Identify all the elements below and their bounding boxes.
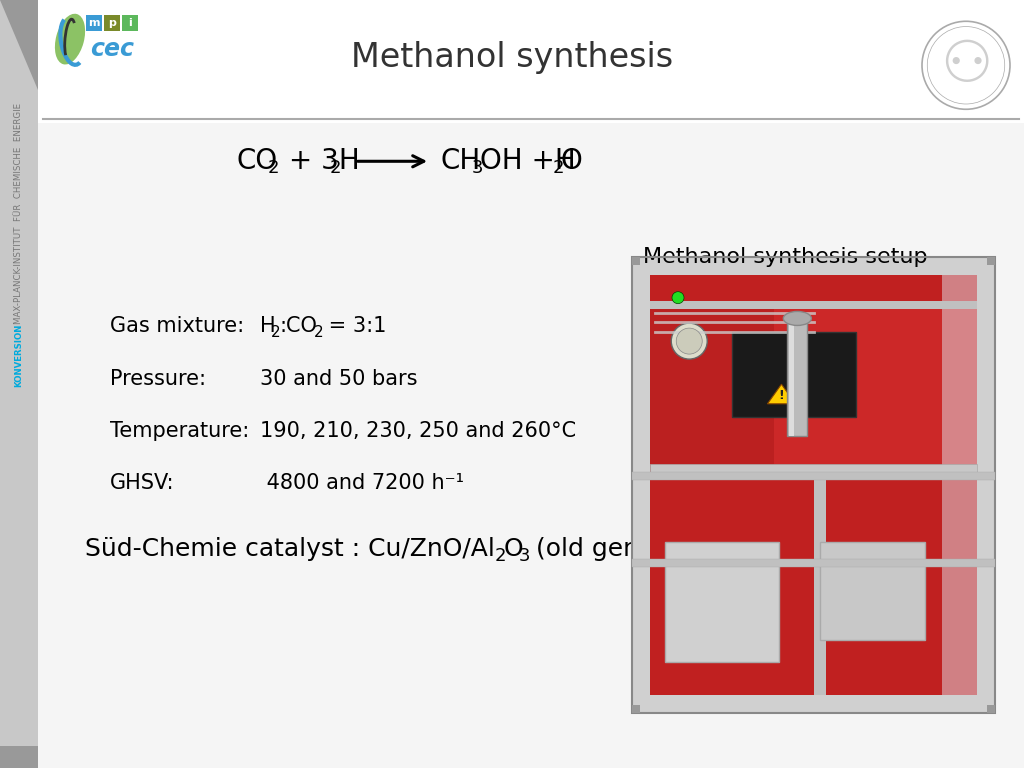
Bar: [987, 257, 995, 265]
Text: 2: 2: [330, 159, 341, 177]
Bar: [0, 0, 38, 768]
Bar: [38, 0, 1024, 123]
Text: = 3:1: = 3:1: [322, 316, 386, 336]
Bar: [820, 541, 925, 641]
Bar: [632, 257, 995, 275]
Bar: [814, 477, 826, 695]
Text: i: i: [128, 18, 132, 28]
Ellipse shape: [783, 312, 811, 326]
Text: O: O: [560, 147, 582, 175]
Bar: [650, 464, 977, 476]
Bar: [774, 309, 977, 464]
Bar: [86, 15, 102, 31]
Text: !: !: [778, 389, 784, 402]
Text: 3: 3: [519, 547, 530, 565]
Bar: [122, 15, 138, 31]
Bar: [0, 746, 38, 768]
Bar: [632, 257, 995, 713]
Text: Gas mixture:: Gas mixture:: [110, 316, 244, 336]
Text: CO: CO: [236, 147, 278, 175]
Bar: [632, 558, 995, 567]
Circle shape: [672, 323, 708, 359]
Text: 4800 and 7200 h⁻¹: 4800 and 7200 h⁻¹: [260, 473, 464, 493]
Text: + 3H: + 3H: [280, 147, 359, 175]
Text: OH +H: OH +H: [480, 147, 575, 175]
Bar: [816, 476, 824, 695]
Text: 190, 210, 230, 250 and 260°C: 190, 210, 230, 250 and 260°C: [260, 421, 577, 441]
Bar: [942, 275, 977, 695]
Circle shape: [672, 292, 684, 303]
Text: Methanol synthesis setup: Methanol synthesis setup: [643, 247, 928, 267]
Bar: [632, 705, 640, 713]
Bar: [790, 319, 795, 435]
Text: 3: 3: [472, 159, 483, 177]
Bar: [665, 541, 779, 662]
Text: CH: CH: [440, 147, 480, 175]
Text: Pressure:: Pressure:: [110, 369, 206, 389]
Ellipse shape: [55, 14, 85, 65]
Text: MAX-PLANCK-INSTITUT  FÜR  CHEMISCHE  ENERGIE: MAX-PLANCK-INSTITUT FÜR CHEMISCHE ENERGI…: [14, 100, 24, 324]
Polygon shape: [0, 0, 38, 90]
Text: m: m: [88, 18, 99, 28]
Text: 2: 2: [553, 159, 564, 177]
Bar: [650, 309, 774, 464]
Text: GHSV:: GHSV:: [110, 473, 174, 493]
Polygon shape: [767, 384, 796, 404]
Text: 2: 2: [495, 547, 507, 565]
Text: :CO: :CO: [279, 316, 316, 336]
Bar: [632, 257, 995, 713]
Bar: [632, 472, 995, 480]
Text: Temperature:: Temperature:: [110, 421, 249, 441]
Bar: [632, 257, 650, 713]
Bar: [632, 695, 995, 713]
Text: O: O: [504, 537, 523, 561]
Bar: [650, 301, 977, 309]
Text: (old generation): (old generation): [528, 537, 737, 561]
Bar: [987, 705, 995, 713]
Text: KONVERSION: KONVERSION: [14, 324, 24, 387]
Bar: [732, 332, 856, 417]
Text: 2: 2: [271, 325, 281, 340]
Text: 2: 2: [268, 159, 280, 177]
Bar: [104, 15, 120, 31]
Bar: [787, 319, 807, 435]
Text: cec: cec: [90, 37, 134, 61]
Bar: [977, 257, 995, 713]
Text: H: H: [260, 316, 275, 336]
Text: Methanol synthesis: Methanol synthesis: [351, 41, 673, 74]
Text: 30 and 50 bars: 30 and 50 bars: [260, 369, 418, 389]
Circle shape: [676, 328, 702, 354]
Bar: [632, 257, 640, 265]
Text: Süd-Chemie catalyst : Cu/ZnO/Al: Süd-Chemie catalyst : Cu/ZnO/Al: [85, 537, 495, 561]
Text: 2: 2: [314, 325, 324, 340]
Text: p: p: [109, 18, 116, 28]
Text: ⚇: ⚇: [940, 37, 992, 94]
